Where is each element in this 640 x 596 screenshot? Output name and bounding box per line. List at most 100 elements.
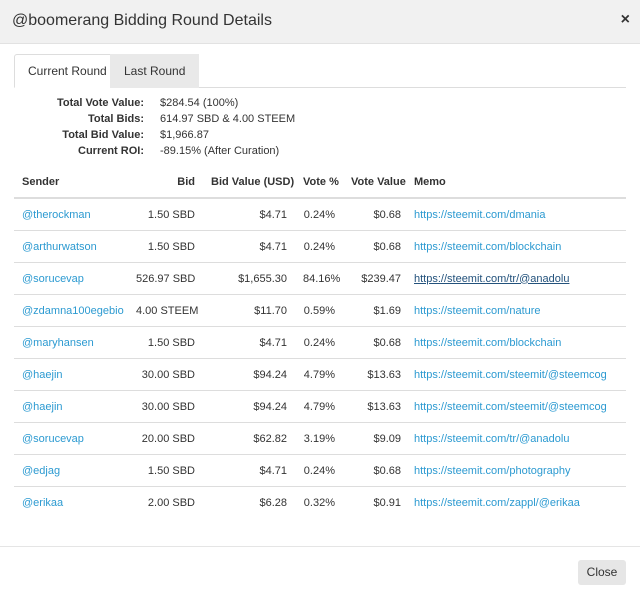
- sender-link[interactable]: @maryhansen: [22, 336, 94, 349]
- table-cell: $9.09: [343, 422, 409, 455]
- memo-link[interactable]: https://steemit.com/tr/@anadolu: [414, 272, 570, 285]
- table-cell: 1.50 SBD: [128, 230, 203, 263]
- memo-link[interactable]: https://steemit.com/nature: [414, 304, 541, 317]
- table-cell: @haejin: [14, 390, 128, 423]
- table-cell: 20.00 SBD: [128, 422, 203, 455]
- table-cell: 4.79%: [295, 358, 343, 391]
- table-cell: https://steemit.com/blockchain: [409, 326, 626, 359]
- table-cell: https://steemit.com/blockchain: [409, 230, 626, 263]
- summary-label: Total Bid Value:: [62, 129, 144, 141]
- modal-header: @boomerang Bidding Round Details ×: [0, 0, 640, 44]
- table-cell: @sorucevap: [14, 262, 128, 295]
- table-cell: 1.50 SBD: [128, 326, 203, 359]
- table-cell: 3.19%: [295, 422, 343, 455]
- column-header: Vote %: [295, 167, 343, 199]
- table-cell: @edjag: [14, 454, 128, 487]
- tab[interactable]: Last Round: [110, 54, 200, 88]
- table-cell: 1.50 SBD: [128, 197, 203, 231]
- summary-value: 614.97 SBD & 4.00 STEEM: [160, 113, 296, 125]
- memo-link[interactable]: https://steemit.com/steemit/@steemcog: [414, 368, 607, 381]
- table-cell: https://steemit.com/steemit/@steemcog: [409, 390, 626, 423]
- summary-label: Total Vote Value:: [57, 97, 144, 109]
- table-cell: https://steemit.com/tr/@anadolu: [409, 262, 626, 295]
- table-cell: $239.47: [343, 262, 409, 295]
- table-cell: 0.24%: [295, 454, 343, 487]
- sender-link[interactable]: @arthurwatson: [22, 240, 97, 253]
- table-cell: $13.63: [343, 358, 409, 391]
- table-row: @erikaa 2.00 SBD $6.28 0.32% $0.91 https://st…: [14, 486, 626, 518]
- table-row: @zdamna100egebio 4.00 STEEM $11.70 0.59% $1.…: [14, 294, 626, 327]
- table-cell: 1.50 SBD: [128, 454, 203, 487]
- table-cell: $0.68: [343, 326, 409, 359]
- table-cell: @arthurwatson: [14, 230, 128, 263]
- table-cell: @erikaa: [14, 486, 128, 518]
- sender-link[interactable]: @therockman: [22, 208, 91, 221]
- sender-link[interactable]: @erikaa: [22, 496, 64, 509]
- table-cell: https://steemit.com/tr/@anadolu: [409, 422, 626, 455]
- table-cell: 526.97 SBD: [128, 262, 203, 295]
- bids-table: Sender Bid Bid Value (USD) Vote % Vote Value…: [14, 167, 626, 518]
- table-cell: $62.82: [203, 422, 295, 455]
- close-icon[interactable]: ×: [620, 11, 630, 28]
- memo-link[interactable]: https://steemit.com/photography: [414, 464, 571, 477]
- modal-footer: Close: [0, 546, 640, 596]
- memo-link[interactable]: https://steemit.com/steemit/@steemcog: [414, 400, 607, 413]
- sender-link[interactable]: @edjag: [22, 464, 61, 477]
- table-cell: https://steemit.com/steemit/@steemcog: [409, 358, 626, 391]
- table-cell: $11.70: [203, 294, 295, 327]
- close-button[interactable]: Close: [578, 560, 626, 585]
- memo-link[interactable]: https://steemit.com/dmania: [414, 208, 546, 221]
- table-cell: $6.28: [203, 486, 295, 518]
- table-cell: 4.79%: [295, 390, 343, 423]
- table-cell: $4.71: [203, 197, 295, 231]
- table-cell: 30.00 SBD: [128, 390, 203, 423]
- summary-label: Total Bids:: [87, 113, 144, 125]
- table-cell: $1,655.30: [203, 262, 295, 295]
- table-cell: 84.16%: [295, 262, 343, 295]
- sender-link[interactable]: @sorucevap: [22, 272, 84, 285]
- table-cell: $4.71: [203, 454, 295, 487]
- table-cell: 0.32%: [295, 486, 343, 518]
- summary-value: $1,966.87: [160, 129, 209, 141]
- table-cell: @therockman: [14, 197, 128, 231]
- table-body: @therockman 1.50 SBD $4.71 0.24% $0.68 https:…: [14, 197, 626, 518]
- summary-label: Current ROI:: [78, 145, 144, 157]
- table-row: @arthurwatson 1.50 SBD $4.71 0.24% $0.68 http…: [14, 230, 626, 263]
- table-cell: @haejin: [14, 358, 128, 391]
- sender-link[interactable]: @haejin: [22, 368, 63, 381]
- memo-link[interactable]: https://steemit.com/zappl/@erikaa: [414, 496, 580, 509]
- tab[interactable]: Current Round: [14, 54, 121, 88]
- memo-link[interactable]: https://steemit.com/blockchain: [414, 240, 562, 253]
- table-cell: @zdamna100egebio: [14, 294, 128, 327]
- table-row: @therockman 1.50 SBD $4.71 0.24% $0.68 https:…: [14, 197, 626, 231]
- table-cell: 30.00 SBD: [128, 358, 203, 391]
- table-cell: 0.24%: [295, 326, 343, 359]
- memo-link[interactable]: https://steemit.com/tr/@anadolu: [414, 432, 570, 445]
- table-cell: 2.00 SBD: [128, 486, 203, 518]
- table-cell: $0.68: [343, 230, 409, 263]
- table-cell: @sorucevap: [14, 422, 128, 455]
- sender-link[interactable]: @haejin: [22, 400, 63, 413]
- summary-value: -89.15% (After Curation): [160, 145, 280, 157]
- table-cell: 4.00 STEEM: [128, 294, 203, 327]
- table-cell: $0.91: [343, 486, 409, 518]
- table-row: @haejin 30.00 SBD $94.24 4.79% $13.63 https:/…: [14, 390, 626, 423]
- table-row: @sorucevap 526.97 SBD $1,655.30 84.16% $239.…: [14, 262, 626, 295]
- sender-link[interactable]: @sorucevap: [22, 432, 84, 445]
- table-cell: $94.24: [203, 358, 295, 391]
- column-header: Bid: [128, 167, 203, 199]
- table-cell: 0.24%: [295, 197, 343, 231]
- table-cell: 0.59%: [295, 294, 343, 327]
- summary-value: $284.54 (100%): [160, 97, 239, 109]
- table-cell: $0.68: [343, 454, 409, 487]
- tab-bar: Current Round Last Round: [14, 54, 626, 88]
- table-cell: https://steemit.com/dmania: [409, 197, 626, 231]
- table-cell: https://steemit.com/nature: [409, 294, 626, 327]
- memo-link[interactable]: https://steemit.com/blockchain: [414, 336, 562, 349]
- sender-link[interactable]: @zdamna100egebio: [22, 304, 124, 317]
- table-row: @maryhansen 1.50 SBD $4.71 0.24% $0.68 https:…: [14, 326, 626, 359]
- table-cell: 0.24%: [295, 230, 343, 263]
- modal-title: @boomerang Bidding Round Details: [12, 12, 272, 29]
- table-cell: @maryhansen: [14, 326, 128, 359]
